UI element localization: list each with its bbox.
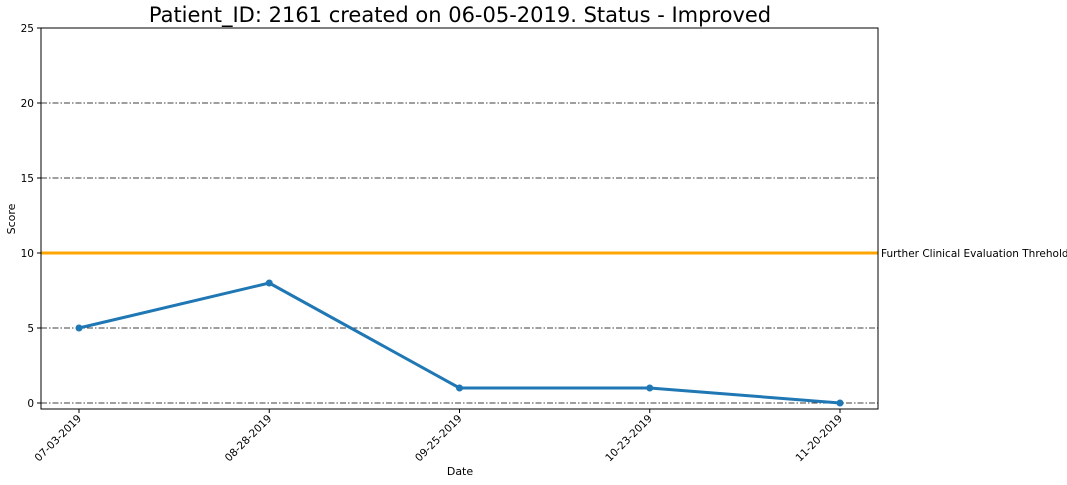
data-point xyxy=(265,279,273,287)
y-tick-label: 10 xyxy=(21,248,34,260)
chart-title: Patient_ID: 2161 created on 06-05-2019. … xyxy=(149,3,771,28)
data-point xyxy=(646,384,654,392)
plot-frame xyxy=(40,27,879,410)
x-tick-label: 08-28-2019 xyxy=(223,413,275,465)
threshold-group: Further Clinical Evaluation Threhold xyxy=(41,248,1067,260)
x-axis-label: Date xyxy=(447,465,474,478)
series-group xyxy=(75,279,844,407)
data-point xyxy=(456,384,463,392)
data-point xyxy=(75,324,83,332)
y-axis: 0 5 10 15 20 25 xyxy=(21,23,41,410)
x-tick-label: 07-03-2019 xyxy=(32,413,84,465)
y-tick-label: 20 xyxy=(21,98,34,110)
x-tick-label: 09-25-2019 xyxy=(413,413,465,465)
y-tick-label: 0 xyxy=(27,398,34,410)
y-axis-label: Score xyxy=(5,203,18,234)
data-point xyxy=(836,399,844,407)
x-tick-label: 11-20-2019 xyxy=(793,413,845,465)
y-tick-label: 15 xyxy=(21,173,34,185)
y-tick-label: 25 xyxy=(21,23,34,35)
threshold-label: Further Clinical Evaluation Threhold xyxy=(881,248,1067,260)
x-tick-label: 10-23-2019 xyxy=(603,413,655,465)
y-tick-label: 5 xyxy=(27,323,34,335)
x-axis: 07-03-2019 08-28-2019 09-25-2019 10-23-2019… xyxy=(32,409,845,464)
